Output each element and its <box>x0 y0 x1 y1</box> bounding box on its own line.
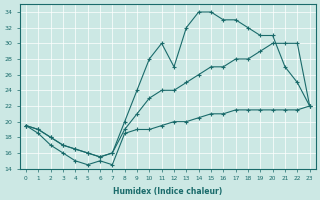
X-axis label: Humidex (Indice chaleur): Humidex (Indice chaleur) <box>113 187 222 196</box>
